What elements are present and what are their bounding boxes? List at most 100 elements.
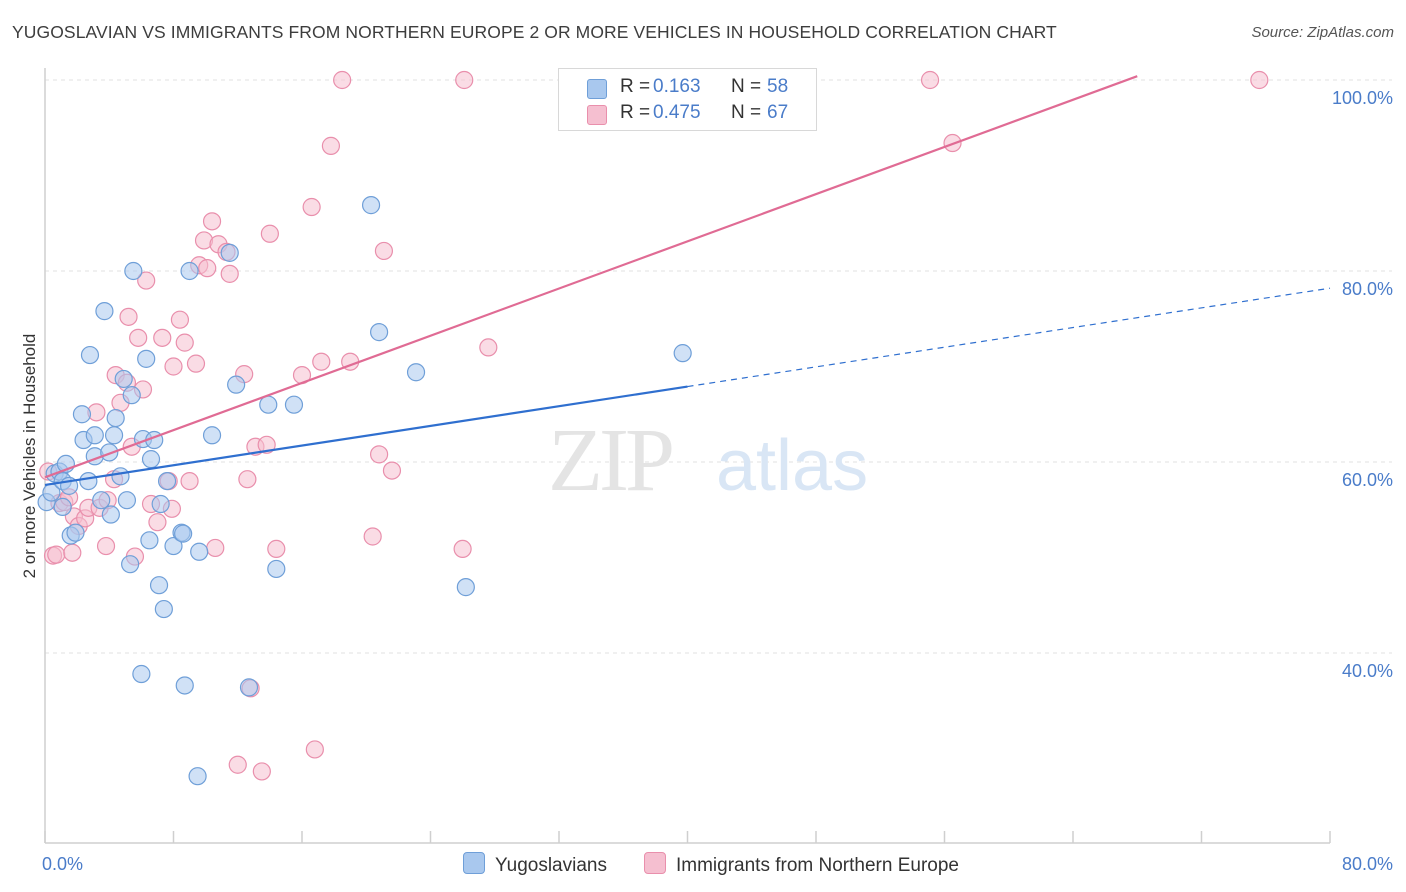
watermark-atlas: atlas xyxy=(716,426,868,506)
point-immigrants xyxy=(1250,70,1269,90)
point-yugoslavians xyxy=(406,363,426,382)
point-yugoslavians xyxy=(101,505,120,524)
x-tick-label: 0.0% xyxy=(42,854,83,874)
point-yugoslavians xyxy=(114,369,133,389)
chart-title: YUGOSLAVIAN VS IMMIGRANTS FROM NORTHERN … xyxy=(12,22,1057,42)
point-immigrants xyxy=(198,259,217,278)
point-immigrants xyxy=(252,762,271,781)
point-yugoslavians xyxy=(175,676,194,695)
tick-labels: 40.0% 60.0% 80.0% 100.0% 0.0% 80.0% xyxy=(42,88,1393,874)
bottom-legend-yugoslavians: Yugoslavians xyxy=(463,852,607,877)
point-immigrants xyxy=(220,264,239,283)
bottom-legend-swatch-pink xyxy=(644,852,666,874)
legend-r-value: 0.475 xyxy=(653,102,701,123)
point-immigrants xyxy=(312,352,331,371)
watermark: ZIP atlas xyxy=(548,411,868,510)
point-yugoslavians xyxy=(220,243,239,262)
point-immigrants xyxy=(47,545,66,564)
legend-r-value: 0.163 xyxy=(653,76,701,97)
watermark-zip: ZIP xyxy=(548,411,672,510)
point-yugoslavians xyxy=(95,302,114,321)
source-label: Source: ZipAtlas.com xyxy=(1251,24,1394,41)
point-yugoslavians xyxy=(151,494,170,514)
point-yugoslavians xyxy=(117,491,137,510)
point-yugoslavians xyxy=(174,524,193,543)
bottom-legend-label: Immigrants from Northern Europe xyxy=(676,855,959,876)
point-immigrants xyxy=(170,310,190,329)
point-yugoslavians xyxy=(180,261,199,281)
y-tick-label: 100.0% xyxy=(1332,88,1393,108)
point-immigrants xyxy=(257,435,276,454)
point-yugoslavians xyxy=(53,497,72,516)
point-yugoslavians xyxy=(85,426,104,445)
trend-line-yugoslavians-extension xyxy=(687,287,1331,388)
point-immigrants xyxy=(382,461,402,480)
point-yugoslavians xyxy=(149,576,169,595)
point-yugoslavians xyxy=(121,555,140,574)
point-yugoslavians xyxy=(202,426,222,445)
x-tick-label: 80.0% xyxy=(1342,854,1393,874)
point-immigrants xyxy=(164,357,183,376)
point-immigrants xyxy=(238,470,257,489)
point-yugoslavians xyxy=(106,408,125,428)
point-immigrants xyxy=(129,328,148,347)
bottom-legend-swatch-blue xyxy=(463,852,485,874)
y-tick-label: 60.0% xyxy=(1342,470,1393,490)
legend-r-label: R = xyxy=(620,102,651,123)
point-yugoslavians xyxy=(111,467,130,486)
trend-lines xyxy=(44,75,1331,487)
point-immigrants xyxy=(148,513,167,532)
axes xyxy=(44,68,1331,844)
point-yugoslavians xyxy=(140,531,159,550)
bottom-legend-label: Yugoslavians xyxy=(495,855,607,876)
point-yugoslavians xyxy=(72,405,92,424)
bottom-legend-immigrants: Immigrants from Northern Europe xyxy=(644,852,959,877)
point-yugoslavians xyxy=(92,491,111,510)
point-yugoslavians xyxy=(80,345,100,365)
trend-line-immigrants xyxy=(44,75,1138,479)
point-immigrants xyxy=(479,338,498,357)
point-yugoslavians xyxy=(137,349,156,368)
point-yugoslavians xyxy=(100,443,119,462)
point-yugoslavians xyxy=(66,523,85,542)
point-yugoslavians xyxy=(673,344,692,363)
point-immigrants xyxy=(370,445,389,464)
legend-swatch-blue xyxy=(587,79,607,99)
grid-lines xyxy=(45,79,1392,654)
point-yugoslavians xyxy=(267,559,286,579)
y-axis-label: 2 or more Vehicles in Household xyxy=(20,334,39,579)
series-yugoslavians-points xyxy=(37,196,692,786)
point-immigrants xyxy=(455,70,474,90)
legend-n-label: N = xyxy=(731,76,762,97)
point-yugoslavians xyxy=(361,196,381,215)
point-yugoslavians xyxy=(122,386,141,405)
point-yugoslavians xyxy=(132,664,151,684)
point-immigrants xyxy=(153,328,172,347)
point-yugoslavians xyxy=(239,678,259,697)
point-yugoslavians xyxy=(154,599,173,619)
point-yugoslavians xyxy=(190,542,209,561)
point-yugoslavians xyxy=(456,578,475,597)
y-tick-label: 80.0% xyxy=(1342,279,1393,299)
point-immigrants xyxy=(363,527,382,546)
point-immigrants xyxy=(63,543,82,562)
point-immigrants xyxy=(228,755,247,774)
point-yugoslavians xyxy=(370,323,389,342)
point-yugoslavians xyxy=(164,536,183,556)
point-yugoslavians xyxy=(188,767,207,786)
point-immigrants xyxy=(321,136,341,155)
point-yugoslavians xyxy=(157,472,177,491)
point-immigrants xyxy=(175,333,194,352)
legend-r-label: R = xyxy=(620,76,651,97)
point-immigrants xyxy=(267,539,286,559)
point-immigrants xyxy=(453,539,472,559)
point-immigrants xyxy=(260,224,279,243)
point-yugoslavians xyxy=(141,450,161,469)
point-immigrants xyxy=(186,354,206,373)
trend-line-yugoslavians xyxy=(44,385,688,487)
point-yugoslavians xyxy=(259,395,278,414)
point-immigrants xyxy=(119,307,138,326)
point-yugoslavians xyxy=(104,426,124,445)
legend-swatch-pink xyxy=(587,105,607,125)
